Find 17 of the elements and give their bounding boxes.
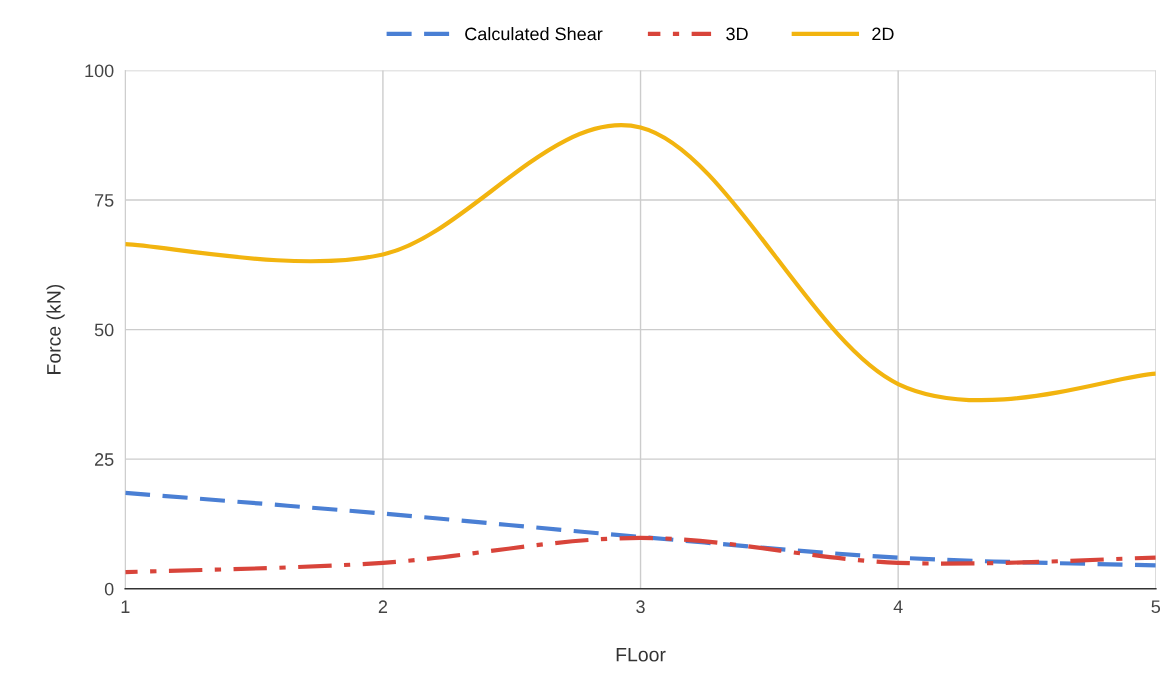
y-tick-label: 25 [95, 453, 114, 466]
line-series [125, 490, 1156, 568]
line-series [125, 535, 1156, 575]
legend-label: 3D [726, 27, 748, 41]
y-tick-label: 50 [94, 323, 114, 337]
y-tick-label: 75 [95, 194, 114, 207]
x-axis-title: FLoor [616, 647, 666, 662]
x-tick-label: 5 [1151, 600, 1161, 614]
y-tick-label: 0 [104, 582, 114, 596]
x-tick-label: 3 [636, 600, 645, 614]
y-axis-title: Force (kN) [46, 284, 65, 374]
y-tick-label: 100 [85, 64, 114, 78]
x-tick-label: 1 [121, 600, 130, 613]
x-tick-label: 4 [893, 600, 903, 613]
x-tick-label: 2 [378, 600, 388, 613]
legend-label: 2D [872, 27, 894, 41]
legend-label: Calculated Shear [465, 27, 603, 41]
